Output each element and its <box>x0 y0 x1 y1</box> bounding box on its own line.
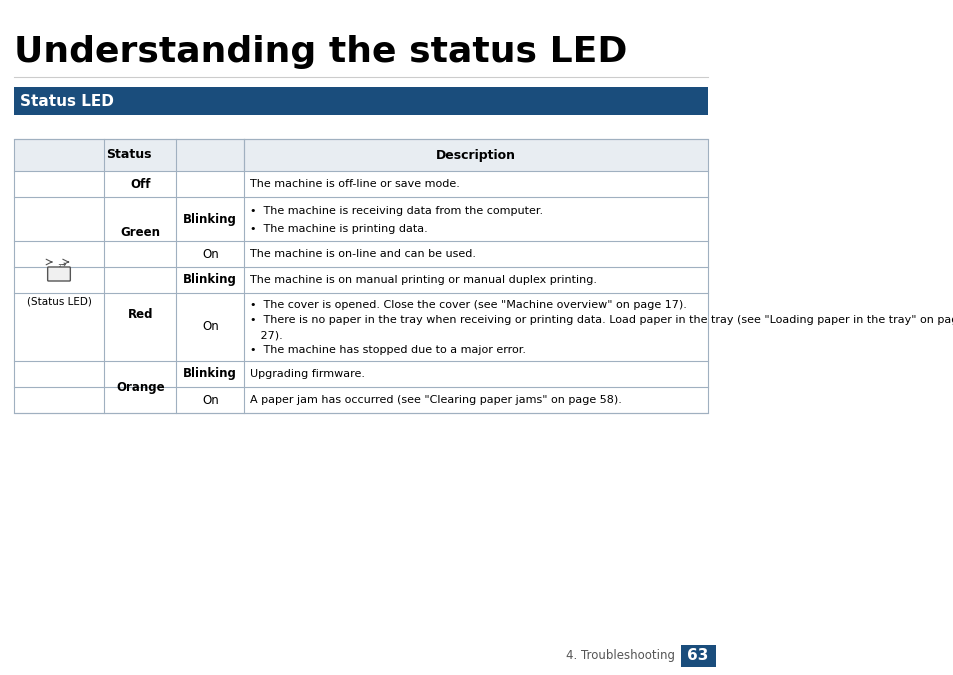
Text: Description: Description <box>436 148 516 161</box>
Text: A paper jam has occurred (see "Clearing paper jams" on page 58).: A paper jam has occurred (see "Clearing … <box>250 395 621 405</box>
Text: The machine is off-line or save mode.: The machine is off-line or save mode. <box>250 179 459 189</box>
Text: (Status LED): (Status LED) <box>27 296 91 306</box>
Text: Blinking: Blinking <box>183 273 237 286</box>
Text: Understanding the status LED: Understanding the status LED <box>13 35 626 69</box>
Text: 4. Troubleshooting: 4. Troubleshooting <box>566 649 675 662</box>
Text: 63: 63 <box>687 649 708 664</box>
Text: •  The machine is receiving data from the computer.: • The machine is receiving data from the… <box>250 206 543 216</box>
Text: •  The machine has stopped due to a major error.: • The machine has stopped due to a major… <box>250 346 526 356</box>
Text: 27).: 27). <box>250 330 283 340</box>
Text: •  The cover is opened. Close the cover (see "Machine overview" on page 17).: • The cover is opened. Close the cover (… <box>250 300 686 310</box>
Text: The machine is on-line and can be used.: The machine is on-line and can be used. <box>250 249 476 259</box>
Text: ⇄: ⇄ <box>51 261 66 271</box>
Text: Status: Status <box>106 148 152 161</box>
Text: Orange: Orange <box>116 381 165 394</box>
FancyBboxPatch shape <box>48 267 71 281</box>
Bar <box>13 139 707 171</box>
Text: Blinking: Blinking <box>183 367 237 381</box>
Text: •  The machine is printing data.: • The machine is printing data. <box>250 223 428 234</box>
Text: Status LED: Status LED <box>20 94 113 109</box>
Text: Blinking: Blinking <box>183 213 237 225</box>
Text: •  There is no paper in the tray when receiving or printing data. Load paper in : • There is no paper in the tray when rec… <box>250 315 953 325</box>
Text: On: On <box>202 321 218 333</box>
Text: Upgrading firmware.: Upgrading firmware. <box>250 369 365 379</box>
Text: Green: Green <box>120 225 160 238</box>
Text: Off: Off <box>130 178 151 190</box>
Text: On: On <box>202 248 218 261</box>
Text: The machine is on manual printing or manual duplex printing.: The machine is on manual printing or man… <box>250 275 597 285</box>
Bar <box>680 645 715 667</box>
Text: On: On <box>202 394 218 406</box>
Text: Red: Red <box>128 308 152 321</box>
Bar <box>13 87 707 115</box>
Bar <box>13 139 707 413</box>
